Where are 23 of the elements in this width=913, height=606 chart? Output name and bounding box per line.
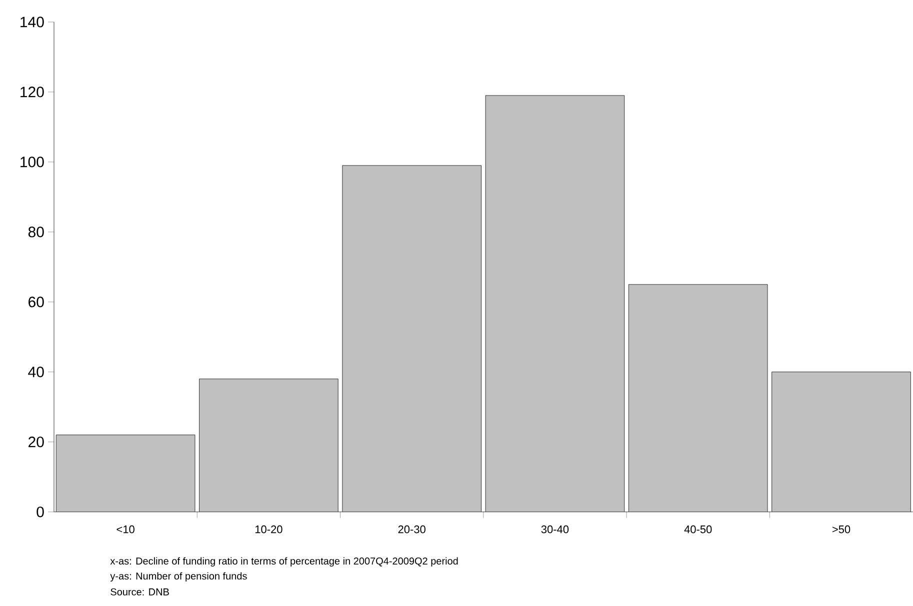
bar	[199, 378, 338, 512]
bar	[486, 96, 624, 512]
bar	[772, 372, 911, 512]
bar	[628, 284, 768, 512]
x-tick-label: 20-30	[398, 526, 426, 534]
y-tick-label: 120	[20, 86, 44, 98]
y-tick-label: 20	[28, 436, 44, 448]
source-note: Source: DNB	[110, 588, 169, 596]
bar	[342, 166, 482, 512]
y-tick-label: 80	[28, 226, 44, 238]
x-tick-label: 10-20	[255, 526, 282, 534]
x-tick-label: >50	[832, 526, 850, 534]
x-tick-label: <10	[116, 526, 134, 534]
bar	[56, 434, 195, 512]
y-tick-label: 140	[20, 16, 44, 28]
x-tick-label: 40-50	[684, 526, 712, 534]
text: x-as: Decline of funding ratio in terms of percentage in 2007Q4-2009Q2 period	[110, 557, 458, 567]
text: y-as: Number of pension funds	[110, 572, 247, 582]
y-tick-label: 40	[28, 366, 44, 378]
x-tick-label: 30-40	[541, 526, 569, 534]
y-tick-label: 100	[20, 156, 44, 168]
y-tick-label: 0	[36, 506, 44, 518]
y-tick-label: 60	[28, 296, 44, 308]
